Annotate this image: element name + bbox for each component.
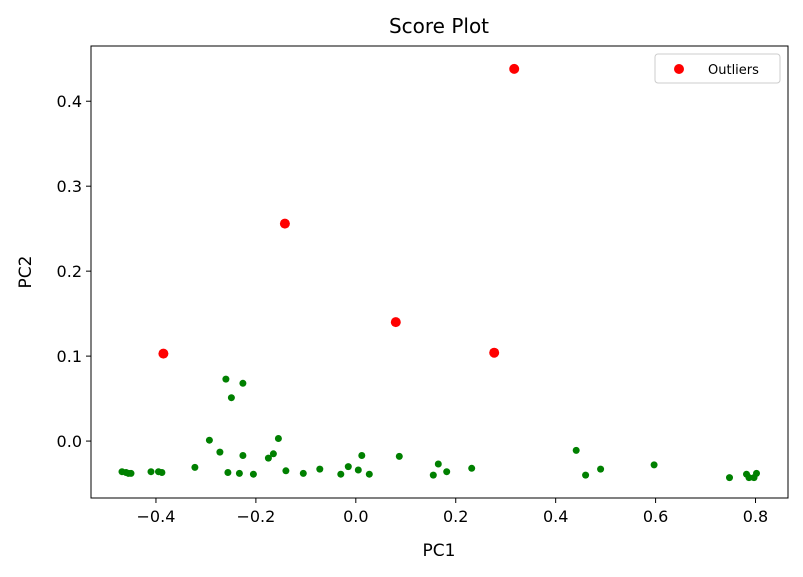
score-point bbox=[745, 474, 753, 482]
score-point bbox=[235, 469, 243, 477]
x-tick-label: 0.0 bbox=[343, 507, 368, 526]
legend-box bbox=[654, 53, 781, 84]
score-point bbox=[344, 463, 352, 471]
score-point bbox=[216, 448, 224, 456]
score-point bbox=[572, 446, 580, 454]
score-point bbox=[191, 463, 199, 471]
score-point bbox=[582, 471, 590, 479]
x-tick-label: −0.2 bbox=[236, 507, 275, 526]
x-tick-label: 0.6 bbox=[643, 507, 668, 526]
score-point bbox=[753, 469, 760, 477]
score-point bbox=[365, 470, 373, 478]
score-point bbox=[354, 466, 362, 474]
x-tick-label: 0.4 bbox=[543, 507, 568, 526]
score-point bbox=[274, 435, 282, 442]
score-point bbox=[429, 471, 437, 479]
legend-label-outliers: Outliers bbox=[708, 63, 759, 78]
y-axis: 0.0 0.1 0.2 0.3 0.4 bbox=[57, 92, 91, 451]
score-point bbox=[249, 470, 257, 478]
score-point bbox=[227, 394, 235, 402]
score-point bbox=[222, 375, 230, 383]
score-point bbox=[443, 468, 451, 476]
x-tick-label: −0.4 bbox=[137, 507, 176, 526]
score-point bbox=[264, 454, 272, 462]
outlier-point bbox=[390, 317, 401, 328]
score-point bbox=[205, 436, 213, 444]
outlier-point bbox=[509, 63, 520, 74]
outlier-point bbox=[279, 218, 290, 229]
score-point bbox=[299, 469, 307, 477]
legend-marker-outliers bbox=[674, 64, 684, 74]
score-point bbox=[726, 474, 733, 482]
score-point bbox=[395, 452, 403, 460]
score-point bbox=[158, 469, 166, 476]
x-tick-label: 0.8 bbox=[743, 507, 768, 526]
score-point bbox=[337, 470, 345, 478]
plot-points bbox=[118, 63, 760, 482]
score-point bbox=[147, 468, 155, 476]
outlier-point bbox=[489, 347, 500, 358]
score-point bbox=[597, 465, 605, 473]
score-point bbox=[269, 450, 277, 458]
x-axis-title: PC1 bbox=[423, 541, 456, 561]
outlier-point bbox=[158, 348, 169, 359]
score-point bbox=[650, 461, 658, 469]
y-tick-label: 0.4 bbox=[57, 92, 82, 111]
legend: Outliers bbox=[654, 53, 781, 84]
x-tick-label: 0.2 bbox=[443, 507, 468, 526]
y-tick-label: 0.0 bbox=[57, 432, 82, 451]
score-point bbox=[358, 452, 366, 459]
y-tick-label: 0.2 bbox=[57, 262, 82, 281]
score-point bbox=[239, 379, 247, 387]
y-axis-title: PC2 bbox=[16, 256, 36, 289]
score-point bbox=[468, 464, 476, 472]
y-tick-label: 0.3 bbox=[57, 177, 82, 196]
chart-title: Score Plot bbox=[389, 14, 489, 38]
score-point bbox=[434, 460, 442, 468]
plot-frame bbox=[90, 45, 789, 499]
score-point bbox=[282, 467, 290, 475]
score-point bbox=[239, 452, 247, 459]
y-tick-label: 0.1 bbox=[57, 347, 82, 366]
score-point bbox=[224, 469, 232, 476]
score-point bbox=[316, 465, 324, 473]
score-point bbox=[127, 469, 135, 477]
x-axis: −0.4 −0.2 0.0 0.2 0.4 0.6 0.8 bbox=[137, 498, 768, 526]
